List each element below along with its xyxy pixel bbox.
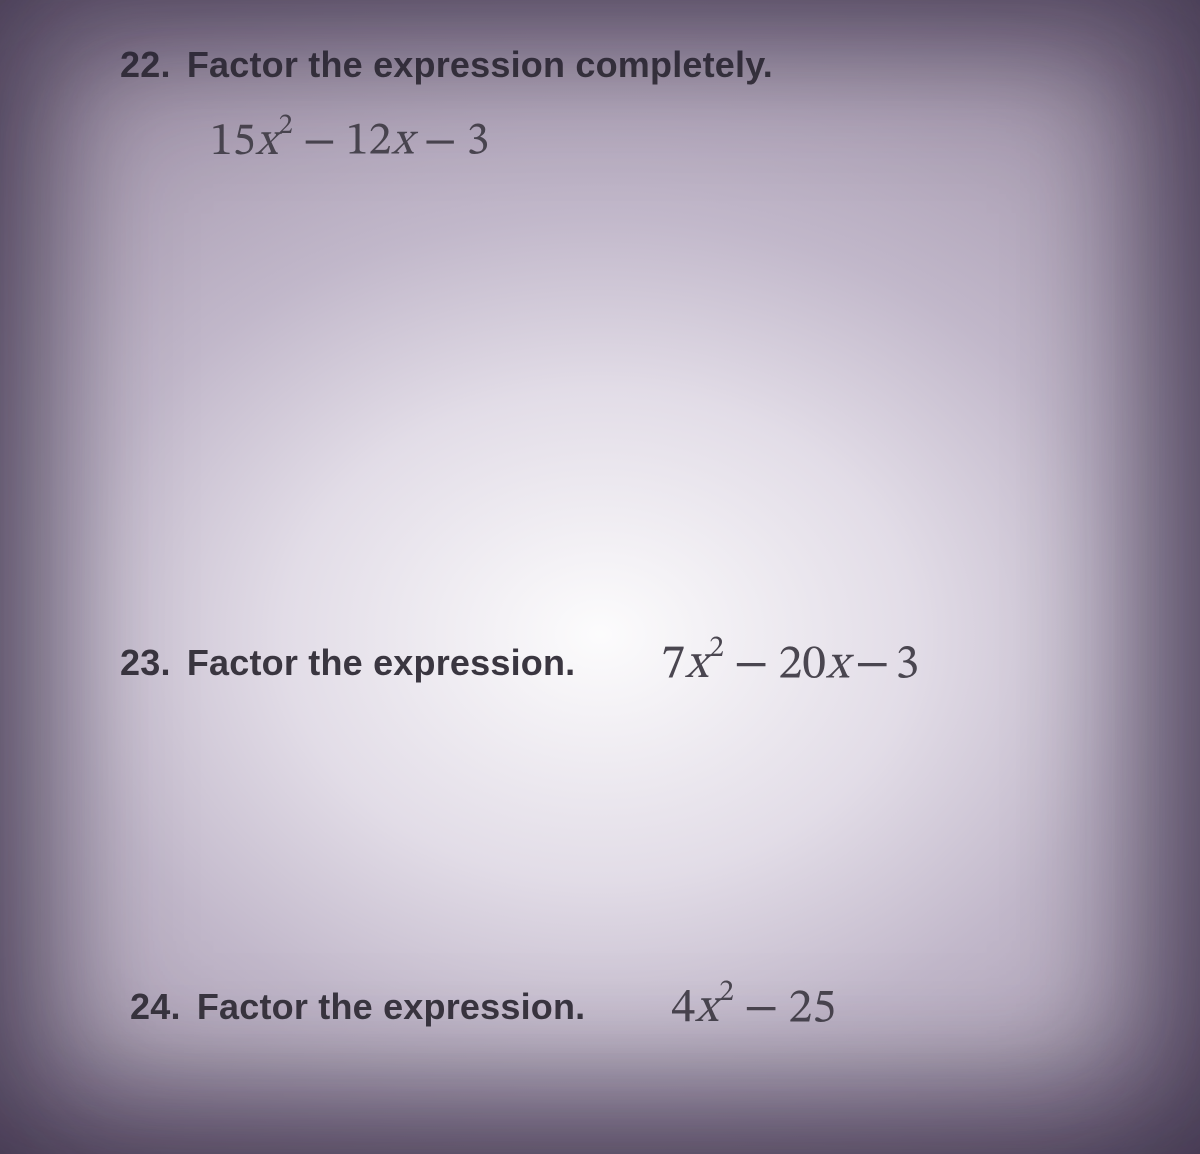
variable: x (391, 119, 413, 165)
coef: 20 (778, 641, 826, 689)
coef: 3 (896, 641, 920, 689)
problem-24-number: 24. (130, 986, 181, 1027)
expr-term: 12x (346, 119, 414, 165)
coef: 25 (788, 985, 836, 1033)
problem-24-prompt: 24. Factor the expression. (130, 986, 585, 1028)
problem-22-prompt: 22. Factor the expression completely. (120, 44, 1100, 86)
variable: x (826, 641, 849, 689)
problem-23-prompt-text: Factor the expression. (187, 642, 576, 683)
exponent: 2 (709, 634, 724, 664)
problem-24-expression: 4x2−25 (671, 975, 836, 1039)
problem-23-expression: 7x2−20x−3 (661, 631, 919, 695)
expr-term: 7x2 (661, 641, 724, 689)
exponent: 2 (279, 111, 293, 140)
coef: 4 (671, 985, 695, 1033)
problem-23: 23. Factor the expression. 7x2−20x−3 (120, 631, 1100, 695)
operator-minus: − (423, 119, 456, 165)
expr-term: 20x (778, 641, 849, 689)
problem-24-prompt-text: Factor the expression. (197, 986, 586, 1027)
problem-24: 24. Factor the expression. 4x2−25 (130, 975, 1100, 1039)
variable: x (256, 119, 278, 165)
coef: 15 (210, 119, 256, 165)
operator-minus: − (303, 119, 336, 165)
variable: x (685, 641, 708, 689)
expr-term: 4x2 (671, 985, 734, 1033)
problem-22-prompt-text: Factor the expression completely. (187, 44, 773, 85)
problem-22-number: 22. (120, 44, 171, 85)
problem-23-number: 23. (120, 642, 171, 683)
operator-minus: − (734, 641, 769, 689)
expr-term: 15x2 (210, 119, 293, 165)
exponent: 2 (719, 978, 734, 1008)
coef: 3 (467, 119, 490, 165)
problem-23-prompt: 23. Factor the expression. (120, 642, 575, 684)
problem-22: 22. Factor the expression completely. 15… (120, 44, 1100, 171)
variable: x (695, 985, 718, 1033)
coef: 12 (346, 119, 392, 165)
operator-minus: − (744, 985, 779, 1033)
operator-minus: − (855, 641, 890, 689)
problem-22-expression: 15x2−12x−3 (210, 108, 1100, 171)
coef: 7 (661, 641, 685, 689)
